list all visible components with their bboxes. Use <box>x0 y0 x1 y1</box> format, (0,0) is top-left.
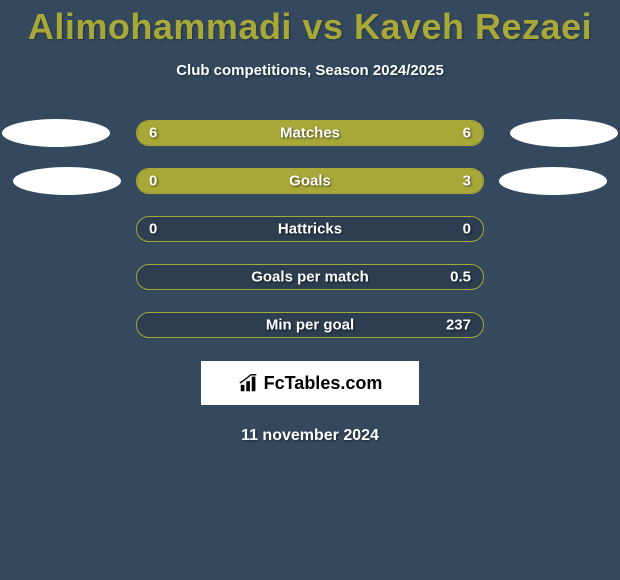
stat-label: Min per goal <box>266 317 354 334</box>
oval-spacer <box>510 263 618 291</box>
stat-value-left: 0 <box>149 221 157 238</box>
comparison-infographic: Alimohammadi vs Kaveh Rezaei Club compet… <box>0 0 620 580</box>
player-oval-right <box>510 119 618 147</box>
stat-bar: Goals per match 0.5 <box>136 264 484 290</box>
player-oval-right <box>499 167 607 195</box>
brand-inner: FcTables.com <box>238 372 383 394</box>
stat-bar: 0 Hattricks 0 <box>136 216 484 242</box>
stat-rows: 6 Matches 6 0 Goals 3 0 <box>0 119 620 339</box>
player-oval-left <box>13 167 121 195</box>
stat-value-left: 6 <box>149 125 157 142</box>
stat-label: Goals <box>289 173 331 190</box>
oval-spacer <box>2 311 110 339</box>
brand-text: FcTables.com <box>264 373 383 394</box>
stat-label: Hattricks <box>278 221 342 238</box>
stat-value-right: 0.5 <box>450 269 471 286</box>
stat-row: 6 Matches 6 <box>0 119 620 147</box>
player-oval-left <box>2 119 110 147</box>
stat-value-right: 0 <box>463 221 471 238</box>
stat-bar-fill-right <box>199 169 483 193</box>
stat-bar: 0 Goals 3 <box>136 168 484 194</box>
stat-value-right: 3 <box>463 173 471 190</box>
stat-bar-fill-left <box>137 169 199 193</box>
brand-badge: FcTables.com <box>201 361 419 405</box>
oval-spacer <box>2 263 110 291</box>
stat-bar: Min per goal 237 <box>136 312 484 338</box>
oval-spacer <box>2 215 110 243</box>
bar-chart-icon <box>238 372 260 394</box>
stat-row: 0 Hattricks 0 <box>0 215 620 243</box>
stat-row: 0 Goals 3 <box>0 167 620 195</box>
stat-bar: 6 Matches 6 <box>136 120 484 146</box>
stat-row: Min per goal 237 <box>0 311 620 339</box>
oval-spacer <box>510 311 618 339</box>
stat-value-right: 237 <box>446 317 471 334</box>
oval-spacer <box>510 215 618 243</box>
footer-date: 11 november 2024 <box>241 427 379 445</box>
stat-label: Matches <box>280 125 340 142</box>
stat-value-left: 0 <box>149 173 157 190</box>
stat-value-right: 6 <box>463 125 471 142</box>
stat-label: Goals per match <box>251 269 369 286</box>
stat-row: Goals per match 0.5 <box>0 263 620 291</box>
page-subtitle: Club competitions, Season 2024/2025 <box>176 62 444 79</box>
page-title: Alimohammadi vs Kaveh Rezaei <box>28 6 592 48</box>
